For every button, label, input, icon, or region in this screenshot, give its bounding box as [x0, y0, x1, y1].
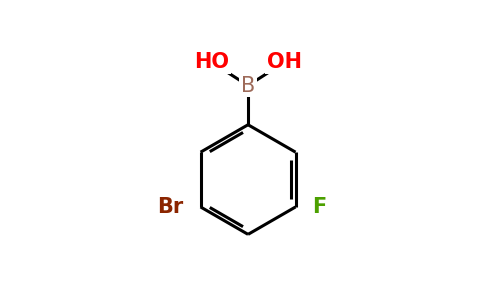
- Text: Br: Br: [157, 197, 183, 217]
- Text: OH: OH: [267, 52, 302, 72]
- Text: HO: HO: [194, 52, 229, 72]
- Text: B: B: [241, 76, 255, 96]
- Text: F: F: [313, 197, 327, 217]
